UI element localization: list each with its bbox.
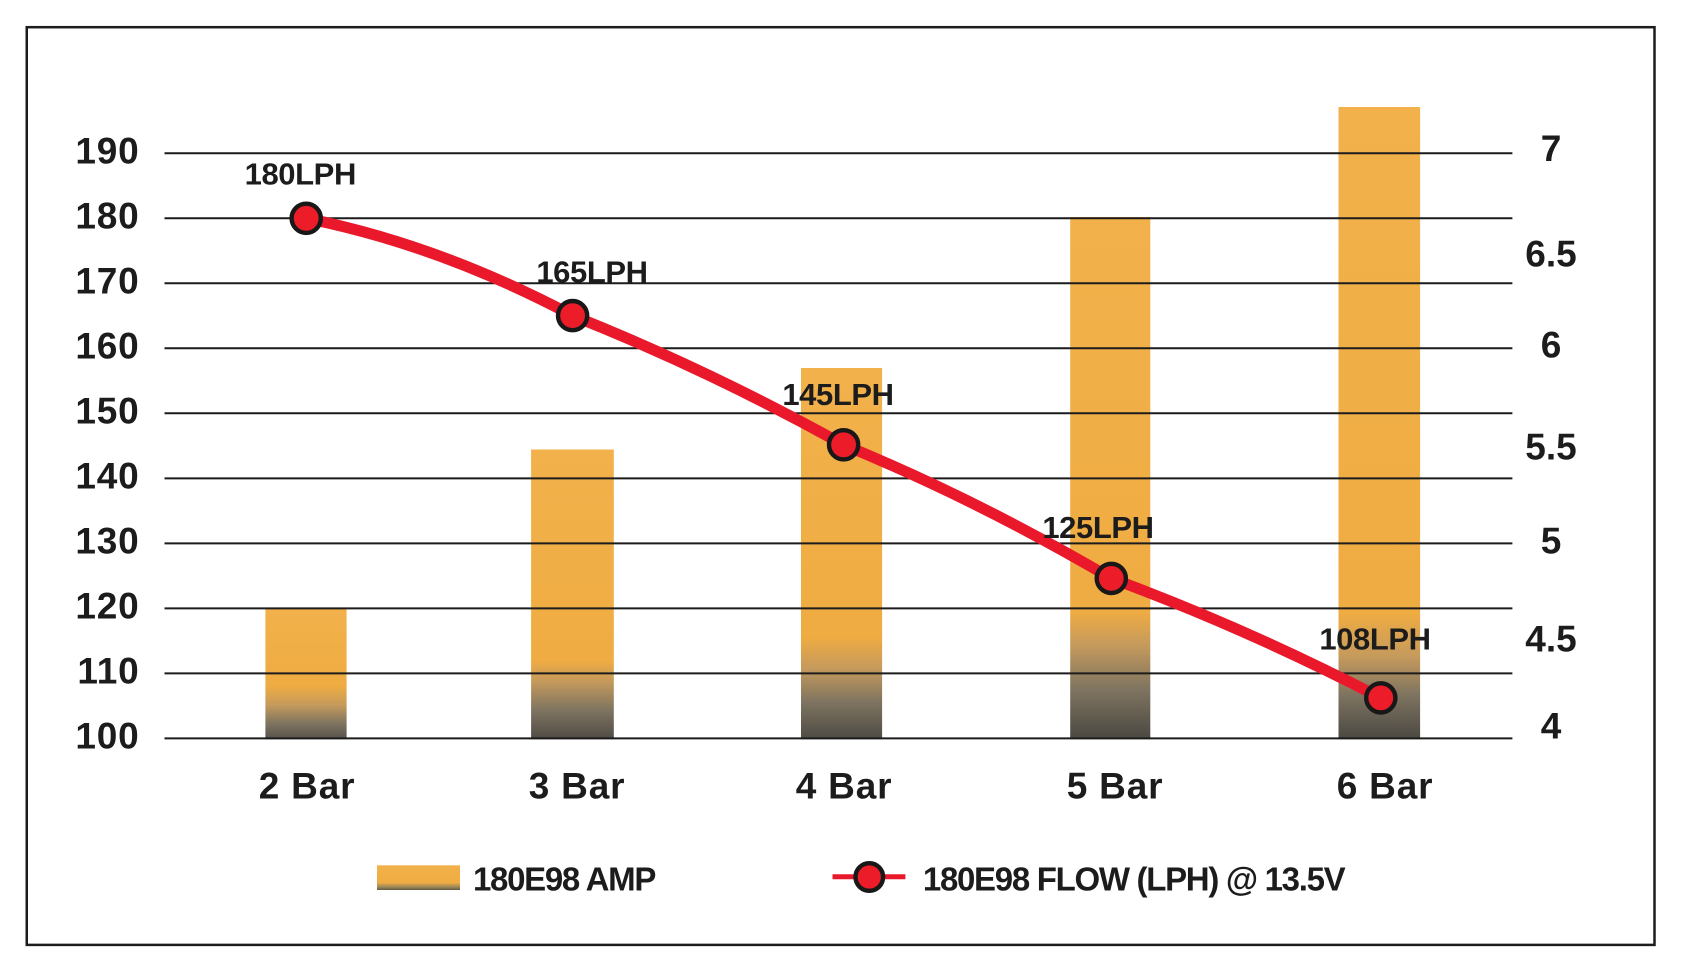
svg-text:4: 4 [1541,706,1562,747]
svg-text:140: 140 [75,455,139,496]
svg-text:180E98 FLOW (LPH) @ 13.5V: 180E98 FLOW (LPH) @ 13.5V [923,861,1346,898]
svg-text:5 Bar: 5 Bar [1067,766,1164,807]
svg-text:4 Bar: 4 Bar [796,766,893,807]
svg-text:180LPH: 180LPH [245,156,356,191]
svg-text:7: 7 [1541,128,1562,169]
svg-text:145LPH: 145LPH [782,377,893,412]
svg-text:3 Bar: 3 Bar [529,766,626,807]
svg-text:5.5: 5.5 [1525,426,1576,467]
svg-text:2 Bar: 2 Bar [259,766,356,807]
svg-text:165LPH: 165LPH [536,254,647,289]
svg-text:110: 110 [77,650,139,691]
svg-text:180E98 AMP: 180E98 AMP [473,861,655,898]
svg-text:6.5: 6.5 [1525,234,1576,275]
svg-text:4.5: 4.5 [1525,619,1576,660]
svg-text:130: 130 [75,520,139,561]
svg-text:108LPH: 108LPH [1319,621,1430,656]
svg-text:150: 150 [75,390,139,431]
svg-text:6 Bar: 6 Bar [1337,766,1434,807]
svg-text:160: 160 [75,325,139,366]
svg-text:190: 190 [75,130,139,171]
svg-text:125LPH: 125LPH [1042,510,1153,545]
svg-text:5: 5 [1541,520,1562,561]
svg-text:120: 120 [75,585,139,626]
svg-text:170: 170 [75,260,139,301]
svg-text:180: 180 [75,195,139,236]
svg-text:6: 6 [1541,324,1562,365]
svg-text:100: 100 [75,715,139,756]
